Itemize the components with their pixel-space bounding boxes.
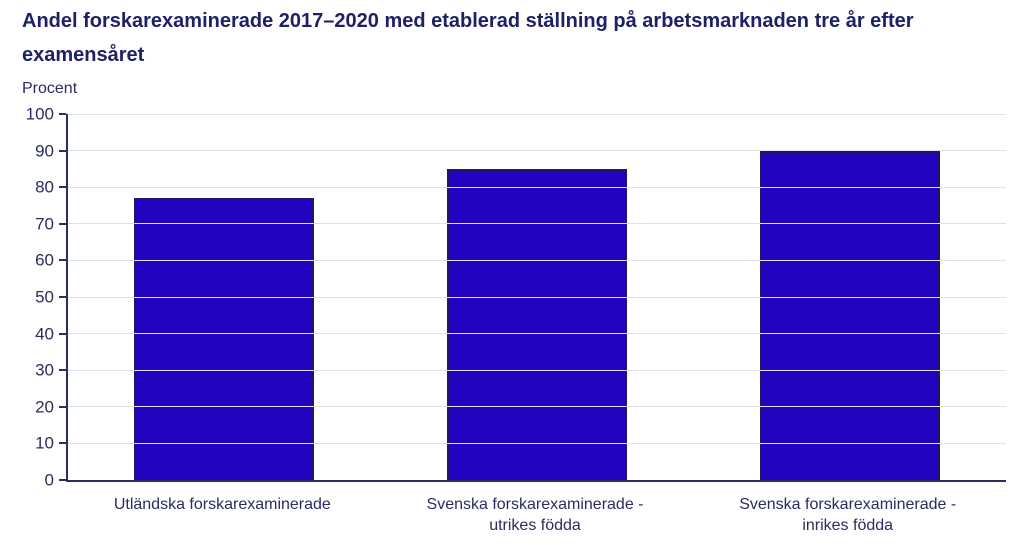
- gridline: [68, 296, 1006, 298]
- y-axis-tick-mark: [59, 442, 66, 445]
- gridline: [68, 369, 1006, 371]
- category-label: Svenska forskarexaminerade - inrikes född…: [691, 494, 1004, 536]
- x-axis-category-labels: Utländska forskarexaminerade Svenska fors…: [66, 494, 1004, 536]
- category-label: Svenska forskarexaminerade - utrikes född…: [379, 494, 692, 536]
- gridline: [68, 223, 1006, 225]
- y-axis-tick-mark: [59, 332, 66, 335]
- gridline: [68, 406, 1006, 408]
- gridline: [68, 333, 1006, 335]
- y-axis-tick-label: 90: [35, 141, 54, 161]
- gridline: [68, 442, 1006, 444]
- bar-slot: [381, 114, 694, 480]
- y-axis-tick-mark: [59, 113, 66, 115]
- y-axis-tick-mark: [59, 186, 66, 189]
- gridline: [68, 150, 1006, 152]
- bar-3[interactable]: [759, 150, 940, 480]
- bar-1[interactable]: [134, 198, 315, 480]
- y-axis-tick-mark: [59, 479, 66, 481]
- y-axis-tick-label: 20: [35, 397, 54, 417]
- y-axis-tick-label: 30: [35, 360, 54, 380]
- category-label-line: inrikes födda: [802, 517, 894, 534]
- bar-slot: [68, 114, 381, 480]
- bar-slot: [693, 114, 1006, 480]
- y-axis-tick-label: 0: [44, 470, 54, 490]
- category-label-line: Svenska forskarexaminerade -: [739, 496, 957, 513]
- gridline: [68, 186, 1006, 188]
- y-axis-tick-mark: [59, 405, 66, 408]
- y-axis-tick-labels: 0 10 20 30 40 50 60 70 80 90 100: [0, 106, 54, 489]
- category-label-line: Utländska forskarexaminerade: [113, 496, 331, 513]
- category-label: Utländska forskarexaminerade: [66, 494, 379, 536]
- y-axis-tick-label: 10: [35, 433, 54, 453]
- y-axis-tick-mark: [59, 259, 66, 262]
- y-axis-unit-label: Procent: [22, 80, 78, 97]
- category-label-line: utrikes födda: [489, 517, 581, 534]
- bar-series: [68, 114, 1006, 480]
- y-axis-tick-label: 100: [25, 104, 54, 124]
- y-axis-tick-mark: [59, 369, 66, 372]
- y-axis-tick-mark: [59, 149, 66, 152]
- chart-title: Andel forskarexaminerade 2017–2020 med e…: [22, 10, 914, 66]
- y-axis-tick-label: 80: [35, 177, 54, 197]
- y-axis-tick-label: 40: [35, 324, 54, 344]
- bar-2[interactable]: [446, 168, 628, 480]
- y-axis-tick-mark: [59, 296, 66, 298]
- y-axis-tick-label: 50: [35, 287, 54, 307]
- y-axis-tick-label: 70: [35, 214, 54, 234]
- gridline: [68, 113, 1006, 115]
- gridline: [68, 259, 1006, 261]
- y-axis-tick-label: 60: [35, 250, 54, 270]
- y-axis-tick-mark: [59, 222, 66, 225]
- category-label-line: Svenska forskarexaminerade -: [426, 496, 644, 513]
- plot-area: [59, 113, 1006, 482]
